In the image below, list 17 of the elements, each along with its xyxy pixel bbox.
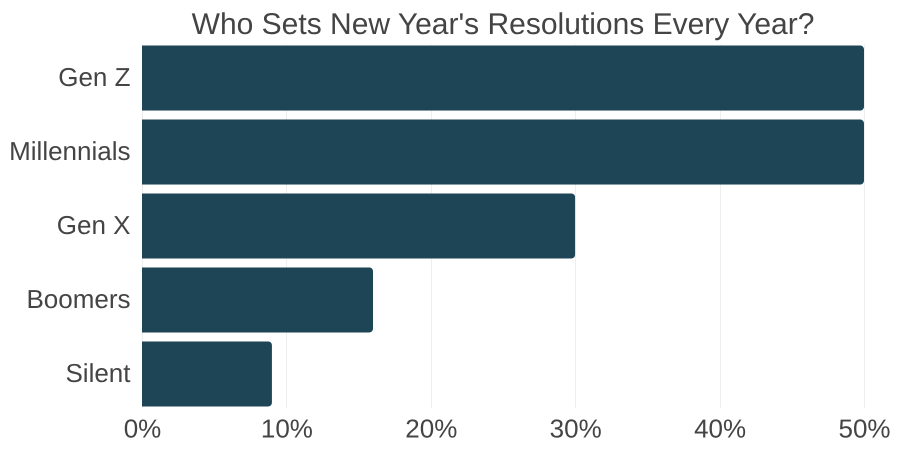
y-tick-label: Gen X (56, 210, 130, 240)
y-tick-label: Boomers (26, 284, 130, 314)
y-tick-label: Millennials (9, 136, 130, 166)
bar (142, 119, 864, 185)
x-tick-label: 20% (405, 414, 458, 444)
x-tick-label: 10% (260, 414, 313, 444)
x-tick-label: 0% (124, 414, 162, 444)
bar (142, 341, 272, 407)
x-tick-label: 30% (550, 414, 602, 444)
bar (142, 267, 374, 333)
bar (142, 45, 864, 111)
bar (142, 193, 576, 259)
y-tick-label: Silent (65, 358, 132, 388)
y-tick-label: Gen Z (58, 62, 131, 92)
chart-title: Who Sets New Year's Resolutions Every Year? (192, 8, 814, 41)
x-tick-label: 40% (694, 414, 746, 444)
x-tick-label: 50% (838, 414, 891, 444)
